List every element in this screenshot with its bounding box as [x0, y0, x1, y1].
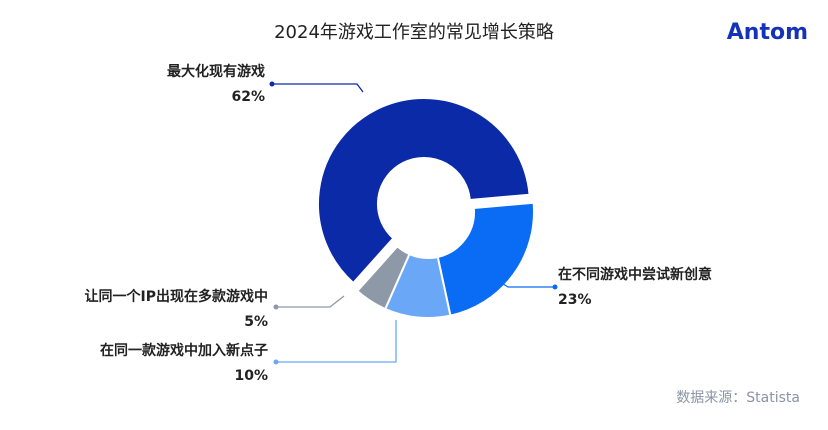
leader-line — [272, 83, 364, 93]
donut-slice — [355, 244, 411, 311]
leader-line — [499, 281, 555, 288]
leader-dot — [552, 284, 558, 290]
donut-slice — [436, 201, 535, 317]
chart-title: 2024年游戏工作室的常见增长策略 — [274, 22, 554, 43]
donut-slice — [317, 96, 531, 285]
source-note: 数据来源：Statista — [676, 390, 800, 406]
value-label: 5% — [244, 314, 268, 330]
leader-line — [276, 295, 345, 308]
leader-dot — [269, 81, 275, 87]
slice-label: 最大化现有游戏 — [167, 63, 265, 80]
slice-label: 在同一款游戏中加入新点子 — [100, 342, 268, 359]
leader-dot — [273, 304, 279, 310]
brand-logo: Antom — [727, 20, 808, 45]
slice-label: 让同一个IP出现在多款游戏中 — [85, 288, 268, 305]
leader-dot — [273, 359, 279, 365]
value-label: 23% — [558, 292, 592, 308]
leader-line — [276, 320, 397, 363]
value-label: 62% — [231, 89, 265, 105]
value-label: 10% — [234, 368, 268, 384]
slice-label: 在不同游戏中尝试新创意 — [558, 266, 712, 283]
